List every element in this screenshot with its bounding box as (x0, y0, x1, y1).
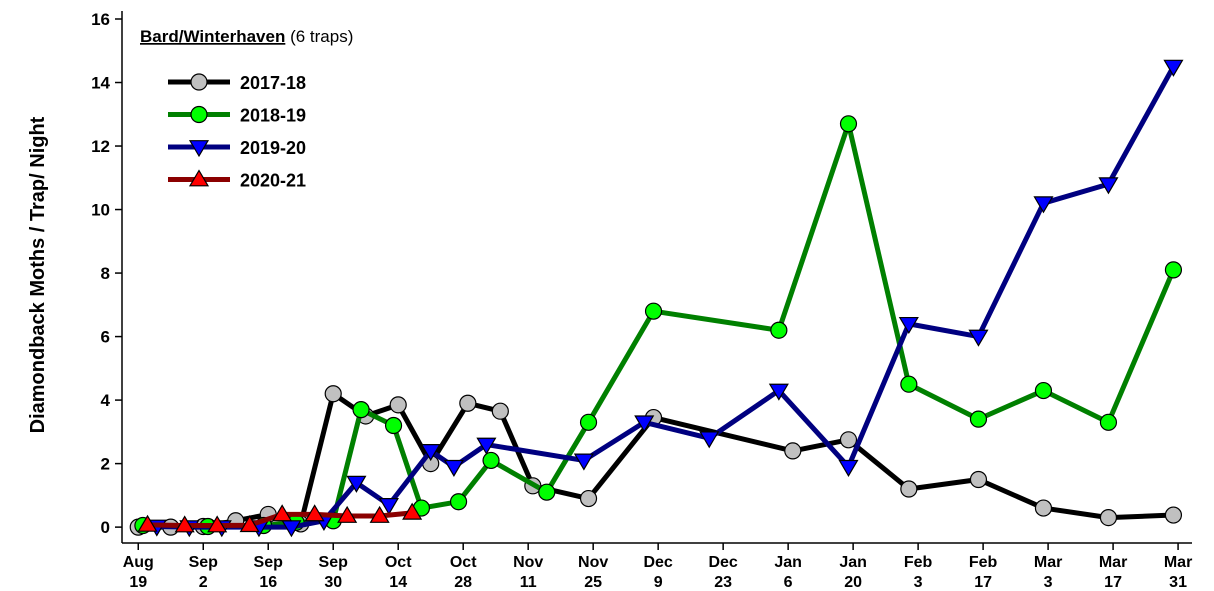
marker (1164, 261, 1183, 279)
marker (1034, 499, 1053, 517)
marker (188, 140, 210, 158)
y-axis-label: Diamondback Moths / Trap/ Night (27, 116, 49, 433)
marker (900, 480, 918, 498)
marker (449, 493, 468, 511)
marker (1163, 59, 1184, 77)
marker (1099, 508, 1118, 527)
y-tick-label: 16 (91, 10, 110, 29)
y-tick-label: 12 (91, 137, 110, 156)
marker (369, 505, 390, 523)
x-tick-label: Mar 17 (1099, 554, 1127, 591)
legend-label: 2018-19 (240, 106, 306, 126)
legend-entry: 2018-19 (168, 106, 306, 126)
x-tick-label: Dec 23 (708, 554, 737, 591)
x-tick-label: Sep 16 (254, 554, 284, 591)
x-tick-label: Sep 2 (189, 554, 219, 591)
marker (768, 383, 789, 401)
marker (207, 515, 228, 533)
y-tick-label: 8 (101, 264, 110, 283)
annotation-title: Bard/Winterhaven (140, 27, 285, 46)
series-line (138, 391, 1174, 530)
x-tick-label: Mar 3 (1034, 554, 1062, 591)
marker (900, 375, 918, 393)
marker (190, 105, 208, 124)
marker (337, 505, 358, 523)
marker (579, 413, 598, 431)
marker (190, 73, 208, 91)
marker (573, 453, 594, 471)
legend-entry: 2020-21 (168, 169, 306, 191)
x-tick-label: Feb 17 (969, 554, 998, 591)
marker (402, 502, 423, 520)
marker (420, 444, 441, 462)
marker (491, 402, 509, 420)
legend-label: 2017-18 (240, 73, 306, 93)
marker (968, 329, 989, 347)
y-tick-label: 2 (101, 455, 110, 474)
x-tick-label: Nov 25 (578, 554, 608, 591)
x-tick-label: Aug 19 (123, 554, 154, 591)
legend-entry: 2019-20 (168, 138, 306, 158)
marker (969, 410, 988, 428)
marker (784, 442, 802, 460)
marker (839, 115, 858, 133)
y-tick-label: 0 (101, 518, 110, 537)
marker (378, 497, 399, 516)
x-tick-label: Nov 11 (513, 554, 543, 591)
legend-entry: 2017-18 (168, 73, 306, 93)
marker (188, 169, 210, 187)
x-tick-label: Sep 30 (319, 554, 349, 591)
marker (644, 302, 663, 320)
series (137, 502, 423, 533)
series-line (156, 65, 1176, 530)
marker (579, 489, 598, 508)
marker (838, 459, 859, 477)
marker (634, 415, 655, 433)
marker (538, 483, 556, 501)
annotation-note: (6 traps) (290, 27, 353, 46)
series (146, 59, 1184, 538)
marker (770, 321, 788, 339)
x-tick-label: Dec 9 (643, 554, 672, 591)
marker (272, 504, 293, 522)
marker (1099, 413, 1118, 431)
y-tick-label: 10 (91, 201, 110, 220)
marker (346, 475, 367, 493)
marker (969, 470, 988, 489)
marker (699, 431, 720, 449)
y-tick-label: 14 (91, 74, 110, 93)
x-tick-label: Oct 14 (385, 554, 412, 591)
marker (482, 451, 500, 470)
marker (304, 504, 325, 522)
marker (389, 396, 407, 414)
marker (1034, 381, 1053, 400)
x-tick-label: Jan 6 (774, 554, 802, 591)
marker (839, 431, 858, 449)
y-tick-label: 6 (101, 328, 110, 347)
marker (324, 385, 342, 403)
y-tick-label: 4 (101, 391, 111, 410)
marker (443, 459, 464, 477)
x-tick-label: Oct 28 (450, 554, 477, 591)
marker (174, 515, 195, 533)
marker (239, 515, 260, 533)
x-tick-label: Mar 31 (1164, 554, 1192, 591)
marker (1164, 506, 1183, 524)
marker (137, 514, 158, 532)
x-tick-label: Jan 20 (839, 554, 867, 591)
marker (898, 316, 919, 335)
marker (476, 437, 497, 455)
marker (1033, 196, 1054, 214)
legend-label: 2019-20 (240, 138, 306, 158)
legend-label: 2020-21 (240, 171, 306, 191)
marker (352, 401, 370, 419)
annotation: Bard/Winterhaven (6 traps) (140, 27, 353, 46)
marker (459, 394, 477, 412)
x-tick-label: Feb 3 (904, 554, 933, 591)
marker (1098, 177, 1119, 195)
marker (384, 416, 403, 435)
